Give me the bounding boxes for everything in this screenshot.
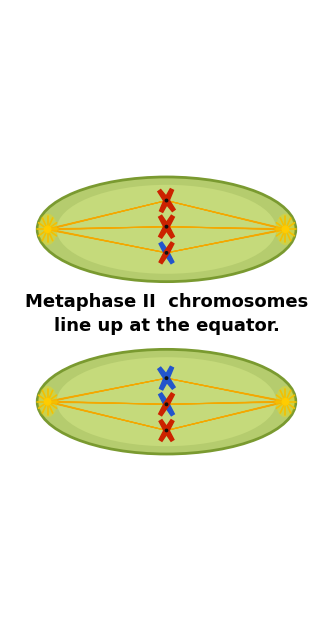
- Polygon shape: [158, 367, 168, 380]
- Ellipse shape: [38, 386, 57, 417]
- Circle shape: [165, 403, 168, 406]
- Circle shape: [44, 226, 51, 233]
- Polygon shape: [165, 199, 175, 211]
- Text: Metaphase II  chromosomes
line up at the equator.: Metaphase II chromosomes line up at the …: [25, 293, 308, 335]
- Ellipse shape: [37, 350, 296, 454]
- Circle shape: [165, 252, 168, 254]
- Polygon shape: [165, 403, 174, 416]
- Polygon shape: [159, 393, 168, 406]
- Circle shape: [282, 226, 289, 233]
- Polygon shape: [165, 252, 174, 264]
- Polygon shape: [159, 429, 168, 441]
- Polygon shape: [165, 429, 174, 441]
- Ellipse shape: [38, 214, 57, 245]
- Ellipse shape: [37, 177, 296, 281]
- Circle shape: [282, 398, 289, 405]
- Circle shape: [165, 377, 168, 379]
- Polygon shape: [165, 420, 174, 432]
- Polygon shape: [159, 252, 168, 264]
- Polygon shape: [164, 367, 173, 379]
- Polygon shape: [160, 377, 169, 390]
- Polygon shape: [159, 215, 168, 228]
- Ellipse shape: [276, 386, 295, 417]
- Ellipse shape: [57, 185, 276, 274]
- Polygon shape: [159, 403, 168, 416]
- Polygon shape: [158, 189, 168, 202]
- Circle shape: [165, 429, 168, 432]
- Polygon shape: [165, 242, 174, 254]
- Polygon shape: [165, 225, 174, 238]
- Polygon shape: [164, 189, 173, 202]
- Circle shape: [165, 225, 168, 228]
- Ellipse shape: [57, 357, 276, 446]
- Polygon shape: [159, 225, 168, 238]
- Ellipse shape: [276, 214, 295, 245]
- Circle shape: [165, 199, 168, 202]
- Polygon shape: [159, 420, 168, 432]
- Circle shape: [44, 398, 51, 405]
- Polygon shape: [165, 215, 174, 228]
- Polygon shape: [165, 377, 175, 389]
- Polygon shape: [159, 242, 168, 254]
- Polygon shape: [165, 393, 174, 406]
- Polygon shape: [160, 199, 169, 213]
